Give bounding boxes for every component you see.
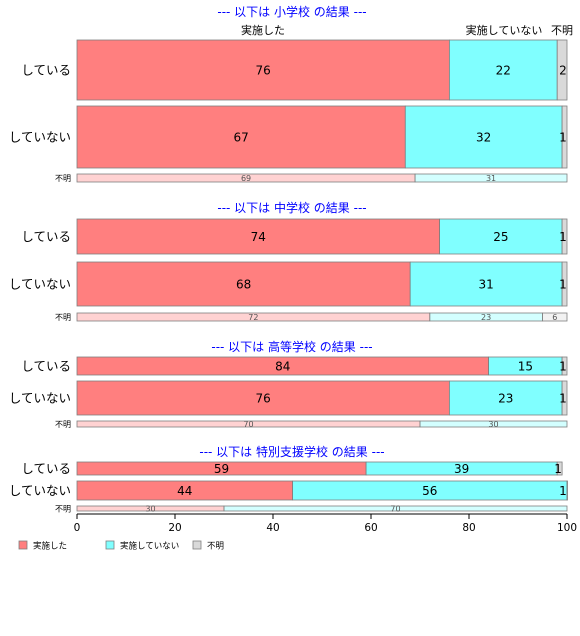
x-tick-label: 100 [557, 522, 577, 534]
bar-segment [566, 480, 568, 501]
row-label: していない [9, 483, 71, 498]
row-label: していない [9, 391, 71, 406]
column-header: 不明 [551, 24, 573, 37]
panel-title: --- 以下は 特別支援学校 の結果 --- [199, 444, 384, 459]
x-tick-label: 80 [462, 522, 475, 534]
data-label: 1 [554, 462, 562, 476]
legend-label: 不明 [207, 542, 224, 552]
data-label: 6 [552, 313, 557, 322]
data-label: 72 [248, 313, 258, 322]
bar-segment [542, 312, 568, 322]
data-label: 76 [256, 64, 271, 78]
bar-segment [76, 380, 450, 416]
bar-segment [561, 261, 568, 307]
data-label: 67 [234, 131, 249, 145]
data-label: 76 [256, 392, 271, 406]
row-label: している [21, 359, 71, 374]
data-label: 1 [559, 230, 567, 244]
data-label: 30 [488, 420, 498, 429]
row-label: 不明 [55, 174, 71, 183]
bar-segment [414, 173, 568, 183]
data-label: 25 [493, 230, 508, 244]
bar-segment [556, 39, 568, 101]
legend-swatch [18, 540, 28, 550]
bar-segment [561, 356, 568, 376]
data-label: 22 [496, 64, 511, 78]
bar-segment [556, 461, 563, 476]
data-label: 1 [559, 360, 567, 374]
legend-swatch [105, 540, 115, 550]
x-tick-label: 0 [74, 522, 81, 534]
data-label: 84 [275, 360, 290, 374]
data-label: 59 [214, 462, 229, 476]
data-label: 23 [481, 313, 491, 322]
x-tick-label: 40 [266, 522, 279, 534]
data-label: 2 [559, 64, 567, 78]
data-label: 1 [559, 484, 567, 498]
column-header: 実施していない [466, 23, 543, 37]
bar-segment [439, 218, 563, 255]
data-label: 31 [486, 174, 496, 183]
panel-title: --- 以下は 中学校 の結果 --- [217, 200, 366, 215]
row-label: 不明 [55, 505, 71, 514]
bar-segment [448, 380, 563, 416]
bar-segment [404, 105, 563, 169]
data-label: 30 [145, 505, 155, 514]
row-label: している [21, 229, 71, 244]
panel-title: --- 以下は 高等学校 の結果 --- [211, 339, 372, 354]
legend-label: 実施した [33, 541, 67, 552]
row-label: 不明 [55, 313, 71, 322]
legend-swatch [192, 540, 202, 550]
data-label: 31 [479, 278, 494, 292]
bar-segment [448, 39, 558, 101]
column-header: 実施した [241, 23, 285, 37]
bar-segment [419, 420, 568, 428]
data-label: 39 [454, 462, 469, 476]
row-label: 不明 [55, 420, 71, 429]
data-label: 1 [559, 392, 567, 406]
data-label: 32 [476, 131, 491, 145]
x-tick-label: 20 [168, 522, 181, 534]
data-label: 44 [177, 484, 192, 498]
row-label: している [21, 63, 71, 78]
data-label: 70 [243, 420, 253, 429]
data-label: 1 [559, 131, 567, 145]
bar-segment [409, 261, 563, 307]
bar-segment [223, 505, 568, 512]
data-label: 15 [518, 360, 533, 374]
data-label: 74 [251, 230, 266, 244]
x-tick-label: 60 [364, 522, 377, 534]
data-label: 56 [422, 484, 437, 498]
data-label: 68 [236, 278, 251, 292]
row-label: している [21, 461, 71, 476]
data-label: 23 [498, 392, 513, 406]
data-label: 70 [390, 505, 400, 514]
bar-segment [561, 218, 568, 255]
bar-segment [561, 105, 568, 169]
row-label: していない [9, 277, 71, 292]
legend-label: 実施していない [120, 541, 179, 552]
bar-segment [561, 380, 568, 416]
panel-title: --- 以下は 小学校 の結果 --- [217, 4, 366, 19]
bar-segment [76, 218, 441, 255]
data-label: 1 [559, 278, 567, 292]
row-label: していない [9, 130, 71, 145]
bar-segment [76, 39, 450, 101]
data-label: 69 [241, 174, 251, 183]
